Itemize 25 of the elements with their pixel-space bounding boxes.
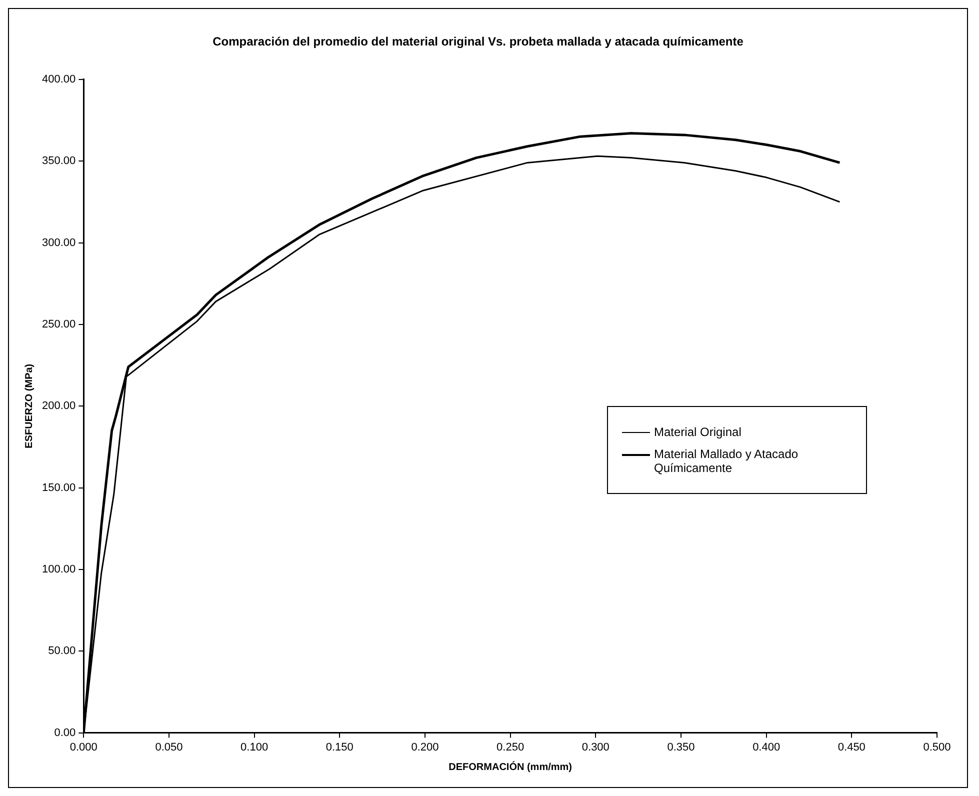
- x-axis-title: DEFORMACIÓN (mm/mm): [448, 760, 572, 773]
- y-tick-label: 150.00: [42, 482, 76, 494]
- x-tick-label: 0.350: [667, 741, 695, 754]
- x-tick-label: 0.300: [582, 741, 610, 754]
- x-tick-label: 0.250: [496, 741, 524, 754]
- y-tick-label: 400.00: [42, 73, 76, 86]
- chart-title: Comparación del promedio del material original Vs. probeta mallada y atacada químicamente: [212, 34, 744, 49]
- x-tick-label: 0.400: [752, 741, 780, 754]
- x-tick-label: 0.050: [155, 741, 183, 754]
- y-tick-label: 300.00: [42, 236, 76, 249]
- y-tick-label: 0.00: [54, 726, 76, 739]
- y-tick-label: 350.00: [42, 155, 76, 168]
- y-tick-label: 50.00: [48, 645, 76, 658]
- x-tick-label: 0.100: [240, 741, 268, 754]
- y-axis-title: ESFUERZO (MPa): [24, 364, 35, 448]
- y-tick-label: 200.00: [42, 400, 76, 412]
- x-tick-label: 0.450: [838, 741, 866, 754]
- x-tick-label: 0.150: [326, 741, 354, 754]
- legend-label: Material Mallado y Atacado Químicamente: [654, 447, 800, 476]
- x-tick-label: 0.200: [411, 741, 439, 754]
- legend-label: Material Original: [654, 425, 742, 440]
- x-tick-label: 0.500: [923, 741, 951, 754]
- x-tick-label: 0.000: [70, 741, 98, 754]
- y-tick-label: 100.00: [42, 563, 76, 576]
- y-tick-label: 250.00: [42, 318, 76, 330]
